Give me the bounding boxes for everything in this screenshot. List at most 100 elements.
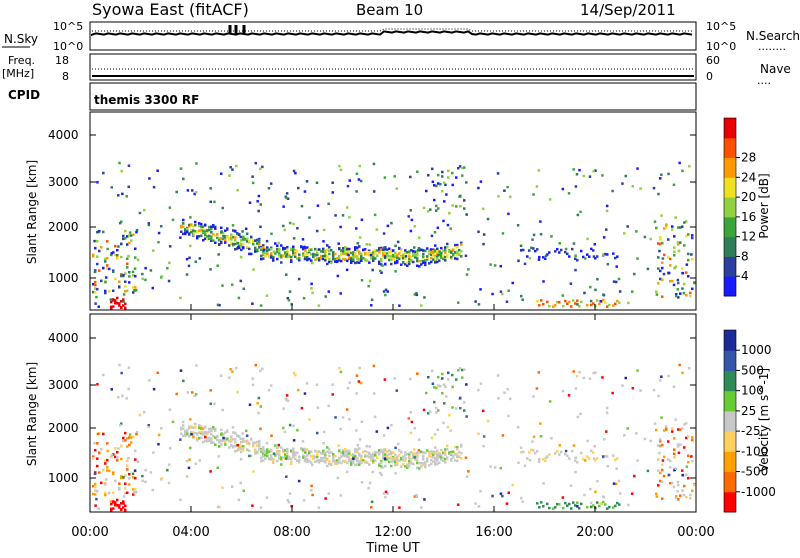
power-cell — [270, 232, 273, 236]
power-cell — [328, 260, 331, 264]
power-cell — [444, 255, 447, 259]
velocity-cell — [210, 441, 213, 444]
velocity-cell — [192, 433, 195, 437]
velocity-cell — [235, 366, 238, 370]
velocity-cell — [204, 439, 207, 443]
velocity-cell — [130, 436, 133, 439]
power-cell — [109, 298, 113, 301]
power-cell — [378, 262, 381, 265]
power-cell — [564, 299, 567, 303]
power-cell — [355, 172, 359, 176]
velocity-cell — [436, 428, 440, 432]
velocity-cell — [358, 447, 361, 450]
power-cell — [269, 182, 273, 185]
velocity-cell — [122, 439, 125, 443]
velocity-cell — [592, 451, 595, 454]
velocity-cell — [278, 449, 281, 453]
velocity-cell — [288, 492, 292, 495]
power-cell — [531, 238, 534, 241]
power-cell — [574, 257, 577, 260]
power-cell — [367, 284, 370, 288]
power-cell — [127, 185, 130, 189]
velocity-cell — [438, 452, 442, 456]
velocity-cell — [210, 433, 213, 436]
power-cell — [392, 255, 395, 258]
power-cell — [436, 226, 440, 230]
noise-right-tick-bottom: 10^0 — [706, 40, 736, 53]
velocity-cell — [119, 422, 123, 425]
power-cell — [461, 166, 464, 170]
velocity-cell — [257, 411, 260, 415]
power-cell — [318, 259, 321, 262]
velocity-cell — [189, 418, 192, 421]
velocity-cell — [413, 456, 417, 459]
power-cell — [412, 252, 415, 255]
velocity-cell — [590, 449, 593, 453]
power-cell — [404, 252, 407, 255]
colorbar-segment — [724, 216, 736, 238]
velocity-cell — [669, 481, 672, 485]
velocity-cell — [270, 434, 273, 438]
power-cell — [395, 187, 399, 190]
power-cell — [294, 250, 297, 253]
power-cell — [362, 257, 365, 260]
power-cell — [432, 251, 435, 255]
velocity-cell — [677, 498, 680, 501]
power-cell — [256, 242, 259, 245]
velocity-cell — [206, 437, 209, 440]
power-cell — [689, 294, 692, 298]
power-cell — [436, 255, 439, 258]
power-cell — [592, 249, 595, 252]
velocity-cell — [683, 446, 686, 449]
power-cell — [338, 247, 341, 251]
power-cell — [436, 247, 439, 251]
power-cell — [511, 281, 514, 285]
power-cell — [218, 243, 221, 246]
velocity-cell — [550, 437, 553, 440]
velocity-cell — [566, 504, 569, 508]
velocity-cell — [128, 477, 131, 480]
power-cell — [456, 250, 459, 254]
velocity-cell — [596, 457, 599, 460]
power-cell — [655, 226, 658, 230]
power-cell — [306, 252, 309, 255]
power-cell — [599, 299, 602, 303]
power-cell — [489, 263, 492, 266]
velocity-cell — [202, 433, 205, 436]
power-cell — [676, 278, 680, 282]
velocity-cell — [660, 416, 663, 419]
velocity-cell — [112, 491, 115, 495]
power-cell — [276, 247, 279, 251]
power-cell — [102, 230, 105, 234]
power-cell — [298, 257, 301, 260]
power-cell — [118, 304, 121, 307]
power-cell — [286, 296, 290, 300]
power-cell — [339, 225, 342, 229]
power-cell — [256, 238, 259, 242]
power-cell — [342, 252, 345, 255]
velocity-cell — [380, 450, 383, 453]
velocity-cell — [618, 503, 621, 506]
power-cell — [242, 238, 245, 241]
power-cell — [643, 235, 647, 239]
power-cell — [125, 195, 128, 198]
velocity-cell — [141, 479, 144, 483]
velocity-cell — [184, 431, 187, 434]
date-title: 14/Sep/2011 — [580, 1, 676, 19]
power-cell — [618, 290, 622, 293]
power-cell — [141, 277, 144, 281]
velocity-cell — [134, 458, 137, 461]
power-cell — [552, 305, 555, 308]
power-cell — [443, 200, 446, 203]
power-cell — [322, 228, 326, 232]
power-cell — [228, 244, 231, 247]
velocity-cell — [424, 465, 427, 469]
velocity-cell — [346, 461, 349, 465]
power-cell — [122, 273, 125, 277]
velocity-cell — [348, 418, 351, 421]
velocity-cell — [236, 390, 239, 394]
power-cell — [126, 289, 129, 293]
power-cell — [427, 173, 430, 177]
power-cell — [294, 252, 297, 255]
velocity-cell — [350, 459, 353, 462]
